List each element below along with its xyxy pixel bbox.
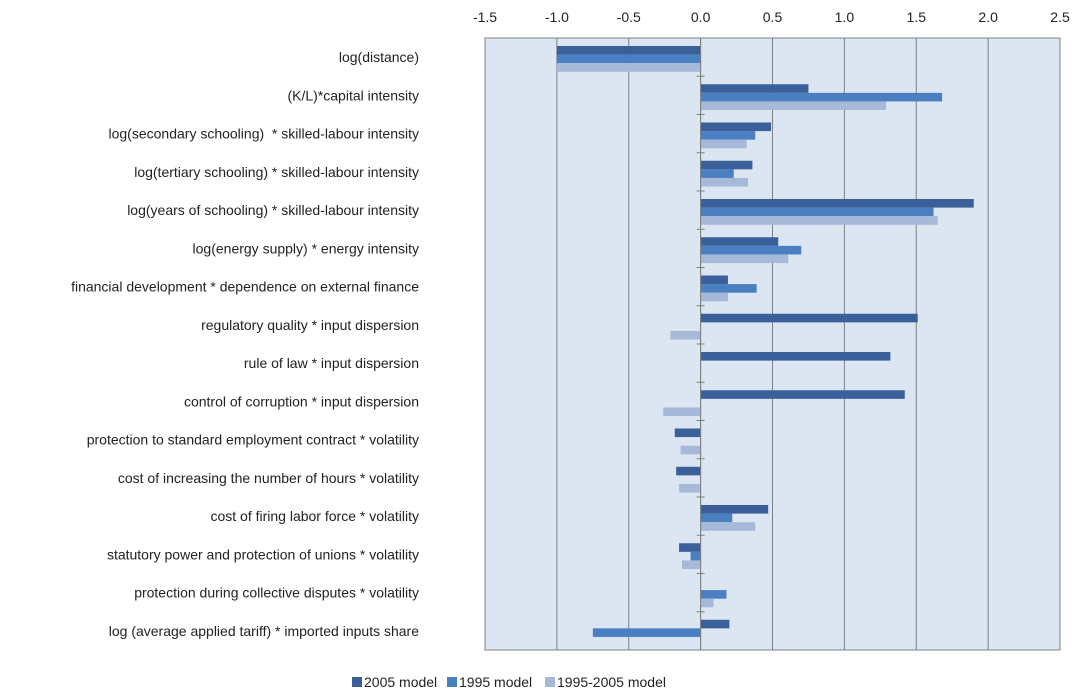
bar bbox=[700, 160, 753, 170]
category-label: cost of increasing the number of hours *… bbox=[118, 470, 419, 486]
bar bbox=[700, 505, 769, 514]
legend-swatch bbox=[545, 677, 555, 687]
bar bbox=[700, 139, 747, 149]
x-tick-label: 1.5 bbox=[907, 9, 927, 25]
bar bbox=[700, 216, 938, 225]
bar bbox=[700, 84, 809, 93]
bar bbox=[700, 590, 727, 599]
category-label: log(distance) bbox=[339, 49, 419, 65]
legend: 2005 model 1995 model 1995-2005 model bbox=[352, 674, 666, 690]
legend-swatch bbox=[352, 677, 362, 687]
x-tick-label: -0.5 bbox=[617, 9, 641, 25]
category-label: log(energy supply) * energy intensity bbox=[193, 240, 419, 256]
category-label: control of corruption * input dispersion bbox=[184, 393, 419, 409]
bar bbox=[681, 560, 701, 570]
bar bbox=[679, 543, 701, 552]
x-tick-label: 2.0 bbox=[978, 9, 998, 25]
category-label: log(tertiary schooling) * skilled-labour… bbox=[134, 164, 419, 180]
category-label: (K/L)*capital intensity bbox=[287, 87, 419, 103]
category-label: statutory power and protection of unions… bbox=[107, 546, 419, 562]
bar bbox=[700, 92, 943, 102]
bar bbox=[680, 445, 701, 455]
zero-axis bbox=[696, 37, 705, 651]
bar bbox=[556, 63, 701, 72]
bar bbox=[700, 513, 733, 523]
x-tick-label: -1.5 bbox=[473, 9, 497, 25]
x-tick-label: 0.5 bbox=[763, 9, 783, 25]
bar bbox=[592, 628, 701, 637]
bar bbox=[679, 483, 701, 493]
legend-label: 2005 model bbox=[364, 674, 437, 690]
legend-label: 1995 model bbox=[459, 674, 532, 690]
bar bbox=[700, 207, 934, 217]
bar bbox=[663, 407, 701, 417]
bar bbox=[700, 598, 714, 608]
category-label: cost of firing labor force * volatility bbox=[210, 508, 419, 524]
bar bbox=[700, 619, 730, 629]
bar bbox=[676, 466, 701, 476]
category-label: regulatory quality * input dispersion bbox=[201, 317, 419, 333]
bar bbox=[700, 122, 772, 132]
x-tick-label: 1.0 bbox=[835, 9, 855, 25]
bar bbox=[700, 237, 779, 246]
bars bbox=[556, 46, 974, 637]
bar bbox=[700, 292, 728, 302]
bar bbox=[700, 131, 756, 140]
bar bbox=[700, 199, 974, 208]
bar bbox=[670, 330, 701, 340]
bar bbox=[556, 54, 701, 64]
category-label: protection to standard employment contra… bbox=[87, 432, 419, 448]
bar bbox=[700, 390, 905, 399]
category-labels: log(distance) (K/L)*capital intensity log(… bbox=[71, 49, 419, 639]
bar bbox=[700, 254, 789, 264]
bar bbox=[700, 313, 918, 323]
bar bbox=[700, 177, 749, 187]
bar bbox=[700, 284, 757, 293]
x-tick-label: -1.0 bbox=[545, 9, 569, 25]
bar bbox=[700, 101, 887, 111]
bar bbox=[700, 169, 734, 178]
legend-label: 1995-2005 model bbox=[557, 674, 666, 690]
category-label: log(secondary schooling) * skilled-labou… bbox=[109, 126, 420, 142]
category-label: rule of law * input dispersion bbox=[244, 355, 419, 371]
x-tick-labels: -1.5 -1.0 -0.5 0.0 0.5 1.0 1.5 2.0 2.5 bbox=[473, 9, 1070, 25]
x-tick-label: 2.5 bbox=[1050, 9, 1070, 25]
category-label: log(years of schooling) * skilled-labour… bbox=[127, 202, 419, 218]
bar bbox=[700, 352, 891, 361]
bar bbox=[674, 428, 701, 438]
bar bbox=[700, 245, 802, 255]
gridlines bbox=[556, 38, 989, 650]
legend-swatch bbox=[447, 677, 457, 687]
x-tick-label: 0.0 bbox=[691, 9, 711, 25]
bar bbox=[690, 551, 701, 561]
bar bbox=[700, 522, 756, 531]
category-label: log (average applied tariff) * imported … bbox=[109, 623, 419, 639]
category-label: protection during collective disputes * … bbox=[134, 585, 419, 601]
bar bbox=[700, 275, 728, 285]
bar bbox=[556, 46, 701, 55]
category-label: financial development * dependence on ex… bbox=[71, 279, 419, 295]
